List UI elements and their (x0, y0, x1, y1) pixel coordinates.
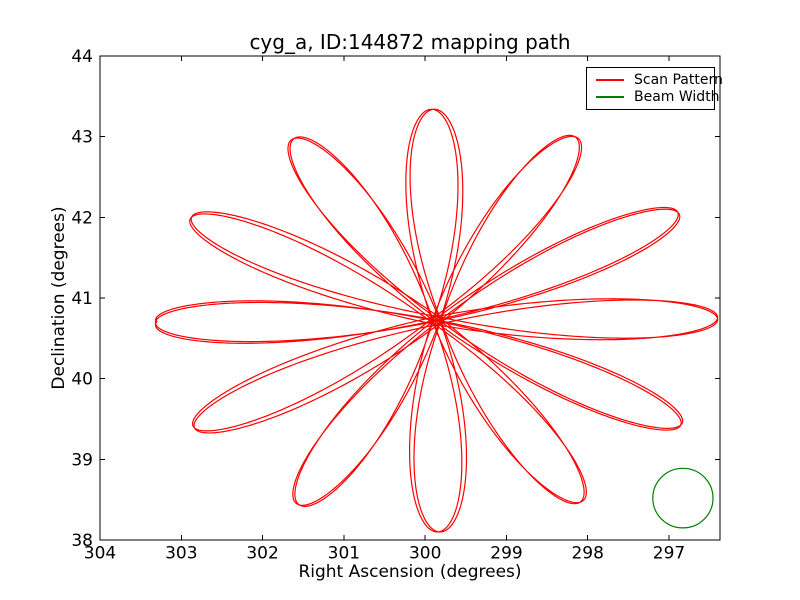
y-tick-label: 38 (71, 531, 93, 551)
beam-width-legend-label: Beam Width (634, 89, 720, 105)
legend-entry-scan-pattern: Scan Pattern (587, 72, 723, 89)
scan-pattern-line-swatch (596, 79, 624, 81)
y-tick-label: 43 (71, 128, 93, 148)
y-tick-label: 39 (71, 450, 93, 470)
x-tick-label: 300 (409, 544, 441, 564)
legend: Scan Pattern Beam Width (586, 67, 723, 110)
scan-pattern-legend-label: Scan Pattern (634, 72, 723, 88)
x-axis-label: Right Ascension (degrees) (298, 562, 522, 582)
x-tick-label: 297 (653, 544, 685, 564)
x-tick-label: 298 (571, 544, 603, 564)
x-tick-label: 301 (328, 544, 360, 564)
legend-entry-beam-width: Beam Width (587, 89, 720, 106)
y-tick-label: 40 (71, 370, 93, 390)
x-tick-label: 303 (165, 544, 197, 564)
y-tick-label: 44 (71, 47, 93, 67)
y-axis-label: Declination (degrees) (49, 206, 69, 390)
y-tick-label: 41 (71, 289, 93, 309)
x-tick-label: 299 (490, 544, 522, 564)
x-tick-label: 304 (84, 544, 116, 564)
plot-title: cyg_a, ID:144872 mapping path (249, 30, 571, 54)
x-tick-label: 302 (246, 544, 278, 564)
y-tick-label: 42 (71, 208, 93, 228)
scan-pattern-curve (154, 108, 719, 533)
beam-width-line-swatch (596, 96, 624, 98)
beam-width-circle (652, 467, 714, 529)
